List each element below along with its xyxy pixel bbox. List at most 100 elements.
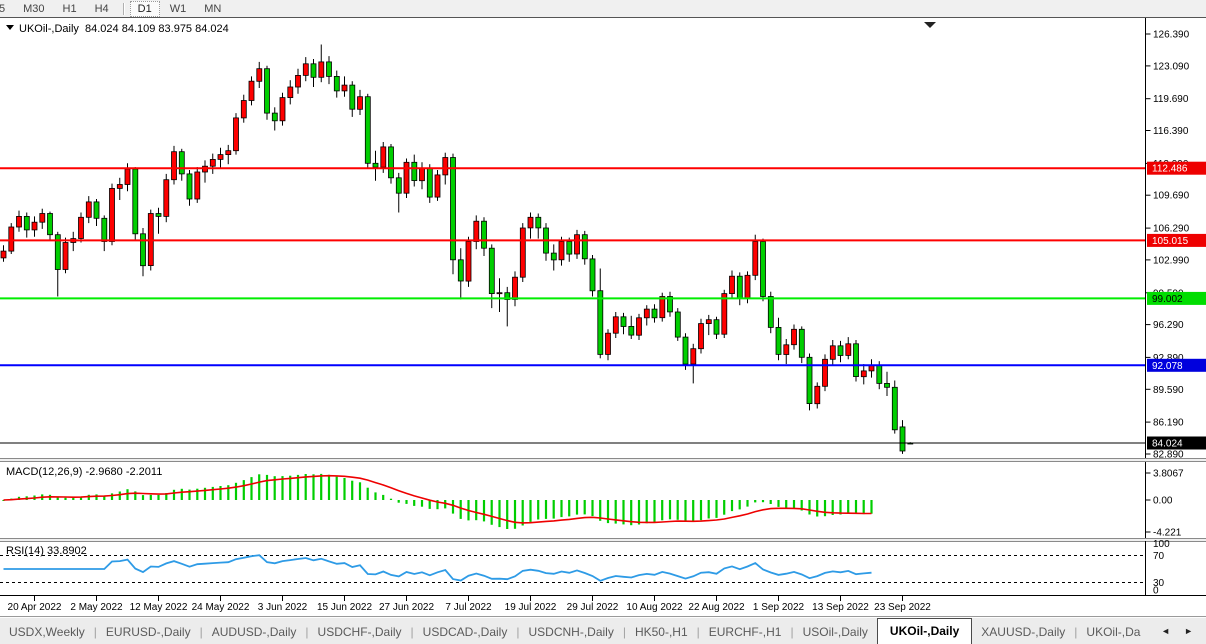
macd-histogram-bar [289, 475, 292, 500]
candle-body [124, 168, 131, 185]
tab-audusd-daily[interactable]: AUDUSD-,Daily [211, 625, 297, 639]
macd-histogram-bar [637, 500, 641, 525]
current-price-tag [1147, 436, 1206, 450]
candle-body [442, 157, 449, 176]
macd-indicator-label: MACD(12,26,9) -2.9680 -2.2011 [6, 466, 162, 478]
current-price-tag-label: 84.024 [1152, 439, 1183, 450]
tab-usdcnh-daily[interactable]: USDCNH-,Daily [528, 625, 614, 639]
candle-body [310, 63, 317, 78]
candle-body [721, 293, 728, 335]
macd-histogram-bar [614, 500, 617, 524]
date-tick-label: 29 Jul 2022 [567, 602, 619, 613]
candle-body [39, 213, 46, 223]
tab-ukoil-daily[interactable]: UKOil-,Daily [876, 618, 973, 644]
candle-body [465, 241, 472, 282]
tab-separator: | [516, 625, 520, 639]
candle-body [744, 274, 751, 299]
macd-histogram-bar [95, 494, 98, 500]
candle-body [775, 326, 782, 355]
candle-body [85, 201, 92, 218]
macd-histogram-bar [219, 486, 222, 500]
candle-body [612, 316, 619, 334]
candle-body [54, 234, 61, 270]
tab-ukoil-da[interactable]: UKOil-,Da [1086, 625, 1141, 639]
macd-histogram-bar [335, 476, 338, 500]
candle-body [434, 174, 441, 198]
candle-body [581, 234, 588, 260]
tab-eurchf-h1[interactable]: EURCHF-,H1 [708, 625, 782, 639]
macd-histogram-bar [823, 500, 827, 517]
macd-histogram-bar [351, 480, 354, 500]
macd-histogram-bar [110, 493, 114, 500]
chart-shift-marker-icon[interactable] [924, 22, 936, 28]
timeframe-button-d1[interactable]: D1 [129, 0, 160, 17]
tab-scroll-left-icon[interactable]: ◄ [1161, 626, 1171, 636]
timeframe-button-mn[interactable]: MN [204, 2, 222, 15]
macd-histogram-bar [188, 489, 191, 500]
macd-histogram-bar [312, 474, 315, 500]
price-chart-svg[interactable]: UKOil-,Daily 84.024 84.109 83.975 84.024… [0, 17, 1206, 616]
macd-histogram-bar [118, 491, 121, 500]
tab-hk50-h1[interactable]: HK50-,H1 [634, 625, 688, 639]
candle-body [256, 68, 263, 82]
tab-usdchf-daily[interactable]: USDCHF-,Daily [317, 625, 402, 639]
candle-body [357, 96, 363, 110]
macd-histogram-bar [506, 500, 509, 529]
rsi-axis-label: 30 [1153, 578, 1165, 589]
macd-histogram-bar [64, 497, 67, 500]
candle-body [155, 213, 162, 217]
chart-area[interactable]: UKOil-,Daily 84.024 84.109 83.975 84.024… [0, 17, 1206, 616]
date-tick-label: 27 Jun 2022 [379, 602, 434, 613]
candle-body [535, 216, 542, 229]
timeframe-button-w1[interactable]: W1 [169, 2, 187, 15]
tab-xauusd-daily[interactable]: XAUUSD-,Daily [981, 625, 1066, 639]
candle-body [271, 112, 278, 122]
macd-histogram-bar [684, 500, 687, 522]
tab-eurusd-daily[interactable]: EURUSD-,Daily [105, 625, 191, 639]
macd-histogram-bar [831, 500, 834, 515]
macd-histogram-bar [203, 487, 207, 500]
toolbar-separator [122, 2, 124, 15]
candle-body [419, 167, 425, 182]
macd-histogram-bar [405, 500, 408, 504]
macd-histogram-bar [134, 491, 137, 500]
rsi-axis-label: 100 [1153, 539, 1170, 550]
macd-histogram-bar [459, 500, 462, 519]
macd-histogram-bar [816, 500, 819, 517]
candle-body [481, 220, 487, 249]
candle-body [760, 241, 766, 297]
macd-signal-line [3, 474, 872, 524]
candle-body [519, 227, 526, 278]
macd-histogram-bar [196, 488, 199, 500]
macd-histogram-bar [374, 492, 377, 500]
macd-histogram-bar [630, 500, 633, 526]
price-tick-label: 116.390 [1153, 126, 1189, 137]
candle-body [527, 216, 534, 229]
macd-histogram-bar [482, 500, 486, 522]
tab-usdx-weekly[interactable]: USDX,Weekly [9, 625, 85, 639]
candle-body [783, 344, 790, 355]
tab-usoil-daily[interactable]: USOil-,Daily [802, 625, 868, 639]
candle-body [690, 348, 697, 365]
tab-usdcad-daily[interactable]: USDCAD-,Daily [422, 625, 508, 639]
timeframe-button-5[interactable]: 5 [0, 2, 6, 15]
candle-body [891, 386, 898, 431]
macd-histogram-bar [777, 500, 780, 507]
macd-histogram-bar [2, 500, 5, 501]
candle-body [380, 146, 387, 168]
candle-body [488, 247, 495, 294]
timeframe-button-m30[interactable]: M30 [23, 2, 45, 15]
timeframe-button-h4[interactable]: H4 [94, 2, 109, 15]
macd-histogram-bar [157, 495, 160, 500]
macd-histogram-bar [382, 494, 385, 500]
macd-histogram-bar [668, 500, 672, 520]
candle-body [682, 336, 689, 365]
date-tick-label: 10 Aug 2022 [626, 602, 683, 613]
level-price-tag-label: 105.015 [1152, 236, 1189, 247]
chart-title-collapse-icon[interactable] [6, 25, 14, 30]
candle-body [667, 296, 673, 313]
tab-scroll-right-icon[interactable]: ► [1184, 626, 1193, 636]
candle-body [597, 290, 604, 355]
date-tick-label: 22 Aug 2022 [688, 602, 745, 613]
timeframe-button-h1[interactable]: H1 [62, 2, 77, 15]
